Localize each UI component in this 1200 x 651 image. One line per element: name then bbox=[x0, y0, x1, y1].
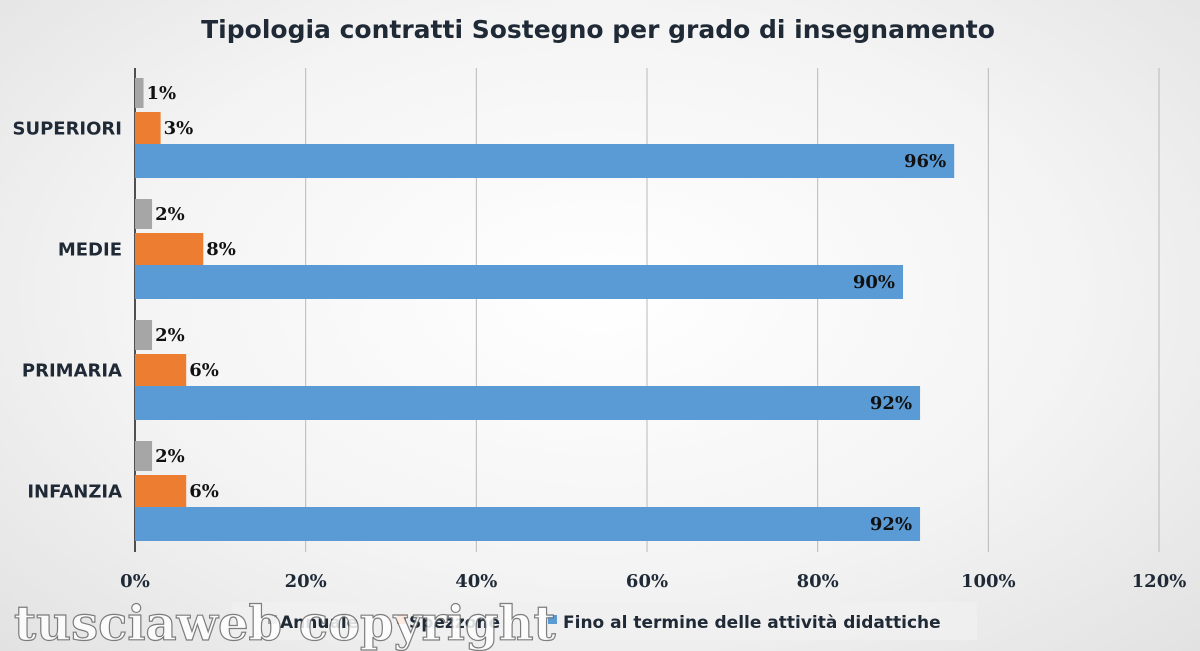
data-label: 1% bbox=[147, 83, 177, 104]
legend-background bbox=[232, 602, 977, 640]
x-tick-label: 60% bbox=[626, 571, 668, 592]
legend-swatch bbox=[268, 615, 277, 624]
bar bbox=[135, 199, 153, 229]
watermark-text: tusciaweb copyright bbox=[14, 596, 556, 651]
bar bbox=[135, 475, 187, 507]
bar bbox=[135, 78, 144, 108]
category-label: INFANZIA bbox=[27, 482, 122, 503]
gridlines bbox=[134, 68, 1160, 552]
category-label: MEDIE bbox=[58, 240, 122, 261]
x-tick-label: 100% bbox=[961, 571, 1016, 592]
legend-label: Annuale bbox=[280, 613, 358, 633]
legend-swatch bbox=[548, 615, 557, 624]
bar-series bbox=[135, 78, 955, 541]
data-label: 90% bbox=[853, 272, 895, 293]
bar bbox=[135, 507, 921, 541]
data-label: 92% bbox=[870, 514, 912, 535]
legend: Annuale Spezzone Fino al termine delle att… bbox=[232, 602, 977, 640]
value-axis: 0% 20% 40% 60% 80% 100% 120% bbox=[120, 571, 1186, 592]
x-tick-label: 40% bbox=[455, 571, 497, 592]
data-label: 2% bbox=[155, 204, 185, 225]
data-label: 92% bbox=[870, 393, 912, 414]
legend-label: Spezzone bbox=[409, 613, 500, 633]
category-label: SUPERIORI bbox=[13, 119, 123, 140]
bar bbox=[135, 233, 204, 265]
data-label: 6% bbox=[189, 360, 219, 381]
bar bbox=[135, 320, 153, 350]
data-label: 2% bbox=[155, 446, 185, 467]
x-tick-label: 120% bbox=[1132, 571, 1187, 592]
data-label: 8% bbox=[206, 239, 236, 260]
bar bbox=[135, 354, 187, 386]
data-label: 3% bbox=[164, 118, 194, 139]
x-tick-label: 0% bbox=[120, 571, 150, 592]
chart-title: Tipologia contratti Sostegno per grado d… bbox=[201, 15, 995, 44]
data-label: 96% bbox=[904, 151, 946, 172]
data-labels: 1%3%96%2%8%90%2%6%92%2%6%92% bbox=[147, 83, 947, 535]
bar bbox=[135, 112, 161, 144]
bar bbox=[135, 144, 955, 178]
category-label: PRIMARIA bbox=[22, 361, 122, 382]
bar bbox=[135, 386, 921, 420]
data-label: 6% bbox=[189, 481, 219, 502]
data-label: 2% bbox=[155, 325, 185, 346]
bar bbox=[135, 441, 153, 471]
category-axis: SUPERIORI MEDIE PRIMARIA INFANZIA bbox=[13, 119, 123, 503]
legend-swatch bbox=[397, 615, 406, 624]
x-tick-label: 80% bbox=[797, 571, 839, 592]
x-tick-label: 20% bbox=[285, 571, 327, 592]
legend-label: Fino al termine delle attività didattich… bbox=[563, 613, 941, 633]
bar bbox=[135, 265, 903, 299]
